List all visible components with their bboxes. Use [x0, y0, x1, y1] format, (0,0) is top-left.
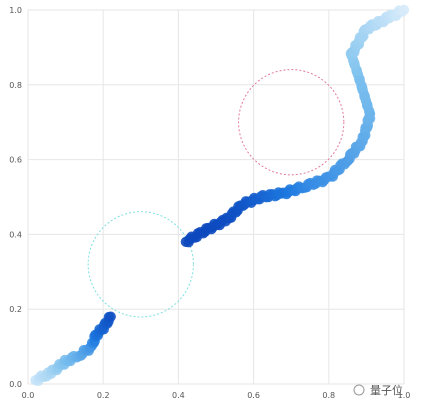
y-tick-label: 0.4 — [9, 230, 22, 239]
watermark-icon — [353, 384, 365, 396]
y-tick-label: 1.0 — [9, 6, 22, 15]
y-tick-label: 0.8 — [9, 81, 22, 90]
trajectory-point — [398, 4, 410, 16]
highlight-circles — [87, 69, 345, 318]
watermark-text: 量子位 — [370, 383, 403, 397]
watermark: 量子位 — [353, 383, 403, 397]
x-tick-label: 0.8 — [322, 391, 335, 400]
x-tick-label: 0.2 — [97, 391, 110, 400]
x-tick-label: 0.6 — [247, 391, 260, 400]
x-tick-label: 0.0 — [22, 391, 35, 400]
y-tick-label: 0.6 — [9, 156, 22, 165]
x-tick-label: 1.0 — [398, 391, 411, 400]
y-tick-label: 0.2 — [9, 305, 22, 314]
trajectory-point — [105, 311, 116, 322]
y-tick-label: 0.0 — [9, 380, 22, 389]
highlight-circle — [87, 211, 194, 318]
trajectory-points — [30, 4, 410, 386]
highlight-circle — [238, 69, 345, 176]
grid — [27, 9, 405, 385]
tick-labels: 0.0 0.2 0.4 0.6 0.8 1.0 0.0 0.2 0.4 0.6 0.8 1.0 — [9, 6, 410, 400]
x-tick-label: 0.4 — [172, 391, 185, 400]
